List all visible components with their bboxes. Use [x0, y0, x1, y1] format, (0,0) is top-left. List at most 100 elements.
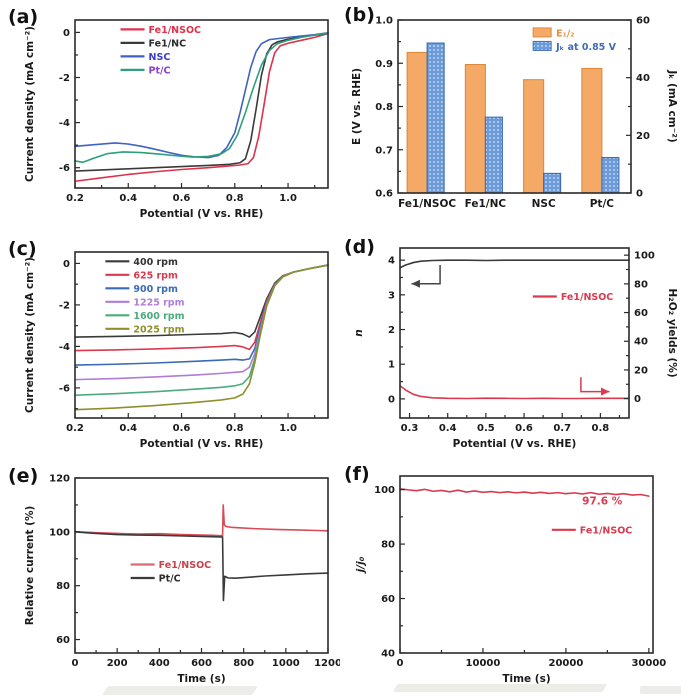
svg-text:400 rpm: 400 rpm: [133, 257, 178, 268]
svg-text:Potential (V vs. RHE): Potential (V vs. RHE): [453, 438, 577, 450]
chart-f-durability: 0 10000 20000 30000 40 60 80 100 Time (s) j/j₀ Fe1…: [355, 475, 666, 685]
svg-text:0: 0: [634, 394, 641, 405]
svg-text:Relative current (%): Relative current (%): [24, 506, 36, 626]
svg-text:-4: -4: [59, 118, 70, 129]
svg-text:0: 0: [63, 28, 70, 39]
svg-text:-2: -2: [59, 73, 70, 84]
svg-text:0.6: 0.6: [173, 423, 191, 434]
svg-text:n: n: [353, 329, 365, 336]
svg-text:Jₖ (mA cm⁻²): Jₖ (mA cm⁻²): [666, 69, 678, 142]
svg-text:0.2: 0.2: [66, 423, 84, 434]
svg-text:60: 60: [381, 594, 395, 605]
svg-text:1.0: 1.0: [375, 16, 393, 27]
svg-text:20: 20: [636, 131, 650, 142]
svg-text:0: 0: [397, 658, 404, 669]
svg-text:Potential (V vs. RHE): Potential (V vs. RHE): [140, 208, 264, 220]
svg-text:0.8: 0.8: [226, 423, 244, 434]
chart-a-orr-polarization: 0.2 0.4 0.6 0.8 1.0 0 -2 -4 -6 Potential (V vs. R…: [24, 19, 329, 220]
svg-text:Fe1/NC: Fe1/NC: [149, 38, 187, 49]
svg-text:-6: -6: [59, 383, 70, 394]
svg-text:0.3: 0.3: [401, 423, 419, 434]
svg-text:NSC: NSC: [149, 52, 171, 63]
svg-text:1: 1: [388, 360, 395, 371]
svg-text:1600 rpm: 1600 rpm: [133, 311, 184, 322]
svg-text:0: 0: [72, 658, 79, 669]
panel-label-f: (f): [344, 463, 370, 485]
svg-text:97.6 %: 97.6 %: [582, 495, 623, 507]
svg-text:0.8: 0.8: [226, 193, 244, 204]
svg-text:H₂O₂ yields (%): H₂O₂ yields (%): [666, 288, 678, 377]
svg-text:800: 800: [233, 658, 254, 669]
svg-text:100: 100: [49, 527, 70, 538]
svg-text:0.6: 0.6: [515, 423, 533, 434]
svg-text:625 rpm: 625 rpm: [133, 270, 178, 281]
svg-text:400: 400: [149, 658, 170, 669]
svg-text:0.5: 0.5: [477, 423, 495, 434]
svg-text:900 rpm: 900 rpm: [133, 284, 178, 295]
svg-text:Fe1/NSOC: Fe1/NSOC: [561, 292, 613, 303]
svg-text:Current density (mA cm⁻²): Current density (mA cm⁻²): [24, 26, 36, 182]
svg-text:20000: 20000: [549, 658, 584, 669]
svg-text:NSC: NSC: [532, 198, 556, 210]
svg-text:100: 100: [374, 485, 395, 496]
panel-label-d: (d): [344, 236, 375, 258]
svg-text:600: 600: [191, 658, 212, 669]
svg-text:Fe1/NSOC: Fe1/NSOC: [580, 525, 632, 536]
svg-text:0.9: 0.9: [375, 59, 393, 70]
svg-text:60: 60: [634, 308, 648, 319]
svg-text:Current density (mA cm⁻²): Current density (mA cm⁻²): [24, 257, 36, 413]
svg-text:3: 3: [388, 290, 395, 301]
panel-label-c: (c): [8, 238, 37, 260]
svg-text:0.4: 0.4: [119, 193, 137, 204]
chart-e-methanol-tolerance: 0 200 400 600 800 1000 1200 60 80 100 120 Time (s) R…: [24, 474, 340, 686]
svg-text:1200: 1200: [314, 658, 340, 669]
svg-text:0.7: 0.7: [553, 423, 571, 434]
svg-text:0.4: 0.4: [119, 423, 137, 434]
svg-text:80: 80: [56, 581, 70, 592]
svg-text:120: 120: [49, 474, 70, 485]
svg-text:0.4: 0.4: [439, 423, 457, 434]
svg-text:60: 60: [636, 16, 650, 27]
svg-text:Time (s): Time (s): [502, 673, 550, 685]
svg-text:0.7: 0.7: [375, 145, 393, 156]
panel-label-b: (b): [344, 4, 375, 26]
svg-text:Jₖ at 0.85 V: Jₖ at 0.85 V: [555, 42, 616, 53]
cropped-graphic-artifact: [101, 686, 259, 695]
svg-text:0.2: 0.2: [66, 193, 84, 204]
svg-text:80: 80: [381, 540, 395, 551]
svg-text:-6: -6: [59, 163, 70, 174]
svg-text:-4: -4: [59, 342, 70, 353]
chart-d-electron-transfer-h2o2: 0.3 0.4 0.5 0.6 0.7 0.801234020406080100Poten…: [353, 247, 678, 450]
cropped-graphic-artifact: [392, 684, 608, 692]
svg-text:20: 20: [634, 365, 648, 376]
svg-text:1225 rpm: 1225 rpm: [133, 297, 184, 308]
svg-text:0.6: 0.6: [375, 189, 393, 200]
panel-label-e: (e): [8, 465, 39, 487]
svg-text:40: 40: [636, 73, 650, 84]
svg-text:Fe1/NC: Fe1/NC: [465, 198, 507, 210]
svg-text:80: 80: [634, 279, 648, 290]
svg-text:Pt/C: Pt/C: [159, 574, 181, 585]
svg-text:Fe1/NSOC: Fe1/NSOC: [149, 25, 201, 36]
cropped-graphic-artifact: [640, 686, 681, 694]
svg-text:0.6: 0.6: [173, 193, 191, 204]
svg-text:40: 40: [634, 337, 648, 348]
svg-text:Pt/C: Pt/C: [149, 65, 171, 76]
panel-label-a: (a): [8, 6, 39, 28]
svg-text:0.8: 0.8: [592, 423, 610, 434]
svg-text:Time (s): Time (s): [177, 673, 225, 685]
svg-text:j/j₀: j/j₀: [355, 556, 367, 574]
chart-c-rde-rotation-rates: 0.2 0.4 0.6 0.8 1.0 0 -2 -4 -6 Potential (V vs. R…: [24, 251, 329, 450]
svg-text:Fe1/NSOC: Fe1/NSOC: [398, 198, 456, 210]
svg-text:E (V vs. RHE): E (V vs. RHE): [351, 68, 363, 145]
svg-text:Pt/C: Pt/C: [590, 198, 615, 210]
svg-text:4: 4: [388, 256, 395, 267]
svg-text:1000: 1000: [272, 658, 300, 669]
svg-text:100: 100: [634, 251, 655, 262]
svg-text:0: 0: [388, 394, 395, 405]
svg-text:Potential (V vs. RHE): Potential (V vs. RHE): [140, 438, 264, 450]
svg-text:0.8: 0.8: [375, 102, 393, 113]
svg-text:2: 2: [388, 325, 395, 336]
svg-text:1.0: 1.0: [279, 423, 297, 434]
